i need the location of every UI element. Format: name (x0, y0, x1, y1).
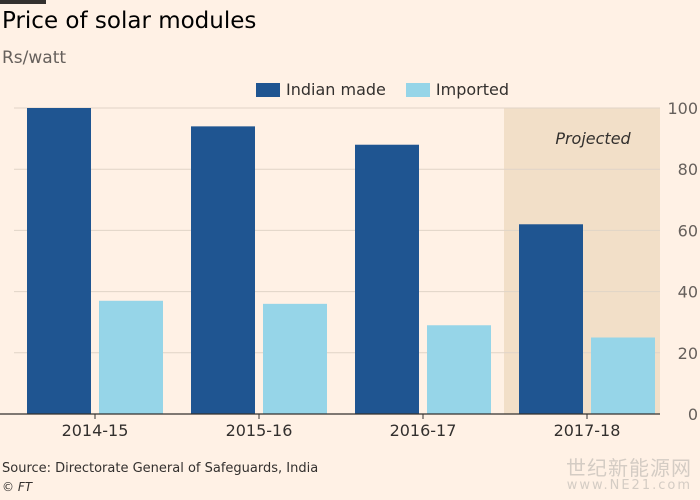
x-tick-label-2017-18: 2017-18 (554, 421, 621, 440)
projected-label: Projected (555, 129, 631, 148)
legend-swatch-imported (405, 82, 430, 97)
bar-imported-2014-15 (99, 300, 163, 414)
bar-imported-2015-16 (263, 303, 327, 414)
legend-swatch-indian-made (256, 82, 280, 97)
y-tick-label-100: 100 (667, 99, 698, 118)
bar-chart: 0 20 40 60 80 100 Projected 2014-15 2015-16 2016-… (0, 99, 698, 440)
bar-indian-made-2015-16 (191, 126, 255, 415)
y-tick-label-80: 80 (678, 160, 698, 179)
x-tick-label-2016-17: 2016-17 (390, 421, 457, 440)
legend-item-imported: Imported (405, 80, 509, 99)
y-tick-label-20: 20 (678, 344, 698, 363)
y-tick-label-0: 0 (688, 405, 698, 424)
bar-indian-made-2014-15 (27, 108, 91, 414)
chart-subtitle: Rs/watt (2, 48, 67, 68)
legend-label-imported: Imported (435, 80, 509, 99)
legend-label-indian-made: Indian made (286, 80, 386, 99)
x-tick-label-2014-15: 2014-15 (62, 421, 129, 440)
watermark-url: www.NE21.com (566, 478, 692, 493)
legend: Indian made Imported (256, 80, 529, 99)
y-tick-label-40: 40 (678, 283, 698, 302)
bar-indian-made-2017-18 (519, 224, 583, 414)
bar-imported-2016-17 (427, 325, 491, 414)
top-accent-bar (0, 0, 46, 4)
y-tick-label-60: 60 (678, 221, 698, 240)
bar-indian-made-2016-17 (355, 144, 419, 414)
x-tick-label-2015-16: 2015-16 (226, 421, 293, 440)
legend-item-indian-made: Indian made (256, 80, 386, 99)
chart-title: Price of solar modules (2, 8, 257, 34)
credit: © FT (2, 480, 33, 494)
bar-imported-2017-18 (591, 337, 655, 414)
source-note: Source: Directorate General of Safeguard… (2, 461, 319, 476)
watermark-logo: 世纪新能源网 (566, 456, 692, 480)
